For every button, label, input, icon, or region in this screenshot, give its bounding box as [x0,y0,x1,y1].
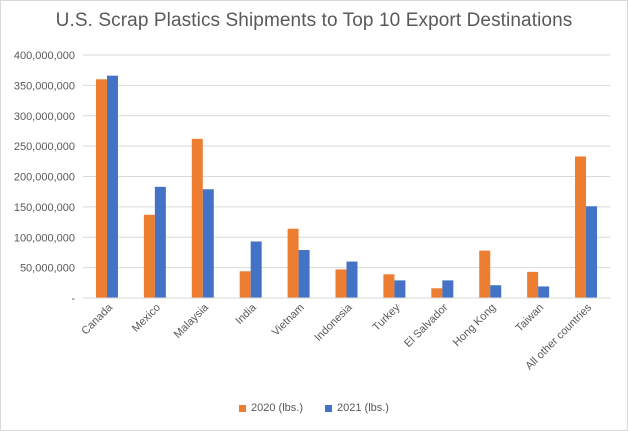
bar-malaysia-2020 [191,138,203,298]
bar-hong-kong-2020 [479,250,491,298]
bar-turkey-2021 [394,280,406,298]
bar-india-2020 [239,271,251,298]
bar-canada-2021 [106,75,118,298]
y-tick-label: 350,000,000 [14,80,75,92]
bar-el-salvador-2020 [431,288,443,298]
bar-malaysia-2021 [202,189,214,298]
x-tick-label: Mexico [130,302,163,335]
bar-all-other-countries-2021 [586,206,598,298]
x-tick-label: Indonesia [312,301,355,344]
bar-india-2021 [250,241,262,298]
legend-swatch-2020 [239,404,247,412]
bar-vietnam-2021 [298,250,310,298]
bar-taiwan-2021 [538,286,550,298]
bar-indonesia-2020 [335,269,347,298]
bar-mexico-2021 [154,186,166,298]
bar-all-other-countries-2020 [575,156,587,298]
bar-vietnam-2020 [287,228,299,298]
bar-el-salvador-2021 [442,280,454,298]
bar-taiwan-2020 [527,271,539,298]
gridlines [83,54,610,269]
x-tick-label: Taiwan [514,302,547,335]
x-tick-label: India [233,301,259,327]
x-tick-label: Vietnam [270,302,307,339]
x-tick-label: Malaysia [172,301,212,341]
x-tick-label: Hong Kong [451,302,498,349]
bar-mexico-2020 [143,214,155,298]
bar-indonesia-2021 [346,261,358,298]
chart-title: U.S. Scrap Plastics Shipments to Top 10 … [55,10,573,31]
legend-swatch-2021 [325,404,332,412]
y-tick-label: 300,000,000 [14,111,75,123]
x-tick-label: Turkey [371,301,403,333]
y-tick-label: 250,000,000 [14,141,75,153]
legend-item-2020: 2020 (lbs.) [239,402,303,414]
bar-canada-2020 [95,79,107,298]
legend-label-2020: 2020 (lbs.) [251,402,303,414]
legend-item-2021: 2021 (lbs.) [325,402,389,414]
y-tick-label: 100,000,000 [14,232,75,244]
y-tick-label: 400,000,000 [14,50,75,62]
y-tick-label: 50,000,000 [20,263,75,275]
y-axis-ticks: - 50,000,000 100,000,000 150,000,000 200,000… [14,50,76,305]
legend: 2020 (lbs.) 2021 (lbs.) [0,402,628,414]
y-tick-label: 200,000,000 [14,172,75,184]
x-axis-ticks: Canada Mexico Malaysia India Vietnam Indonesi… [79,301,594,372]
x-tick-label: Canada [79,301,115,337]
x-tick-label: El Salvador [402,301,450,349]
bar-hong-kong-2021 [490,285,502,298]
legend-label-2021: 2021 (lbs.) [337,402,389,414]
y-tick-label: - [71,293,75,305]
y-tick-label: 150,000,000 [14,202,75,214]
bars [95,75,598,298]
bar-turkey-2020 [383,274,395,298]
